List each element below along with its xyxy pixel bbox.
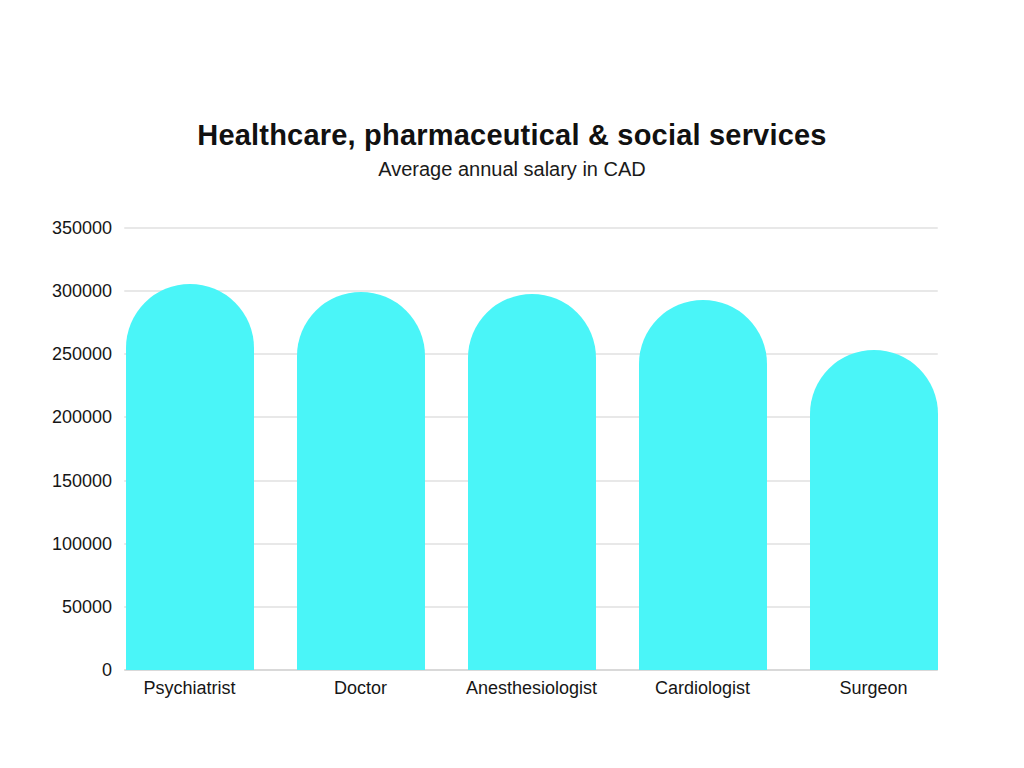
y-tick-label: 0 (22, 659, 112, 681)
y-tick-label: 350000 (22, 217, 112, 239)
x-axis-label: Psychiatrist (100, 676, 280, 700)
y-tick-label: 250000 (22, 343, 112, 365)
gridline (124, 290, 938, 292)
y-tick-label: 50000 (22, 596, 112, 618)
y-tick-label: 200000 (22, 406, 112, 428)
chart-canvas: Healthcare, pharmaceutical & social serv… (0, 0, 1024, 768)
x-axis-label: Surgeon (784, 676, 964, 700)
bar-cardiologist (639, 300, 767, 670)
plot-area: 0 50000 100000 150000 200000 250000 300000 3500… (0, 0, 1024, 768)
y-tick-label: 150000 (22, 470, 112, 492)
y-tick-label: 100000 (22, 533, 112, 555)
x-axis-label: Anesthesiologist (442, 676, 622, 700)
y-tick-label: 300000 (22, 280, 112, 302)
x-axis-label: Cardiologist (613, 676, 793, 700)
gridline (124, 227, 938, 229)
bar-doctor (297, 292, 425, 670)
bar-surgeon (810, 350, 938, 670)
bar-psychiatrist (126, 284, 254, 670)
x-axis-label: Doctor (271, 676, 451, 700)
bar-anesthesiologist (468, 294, 596, 670)
